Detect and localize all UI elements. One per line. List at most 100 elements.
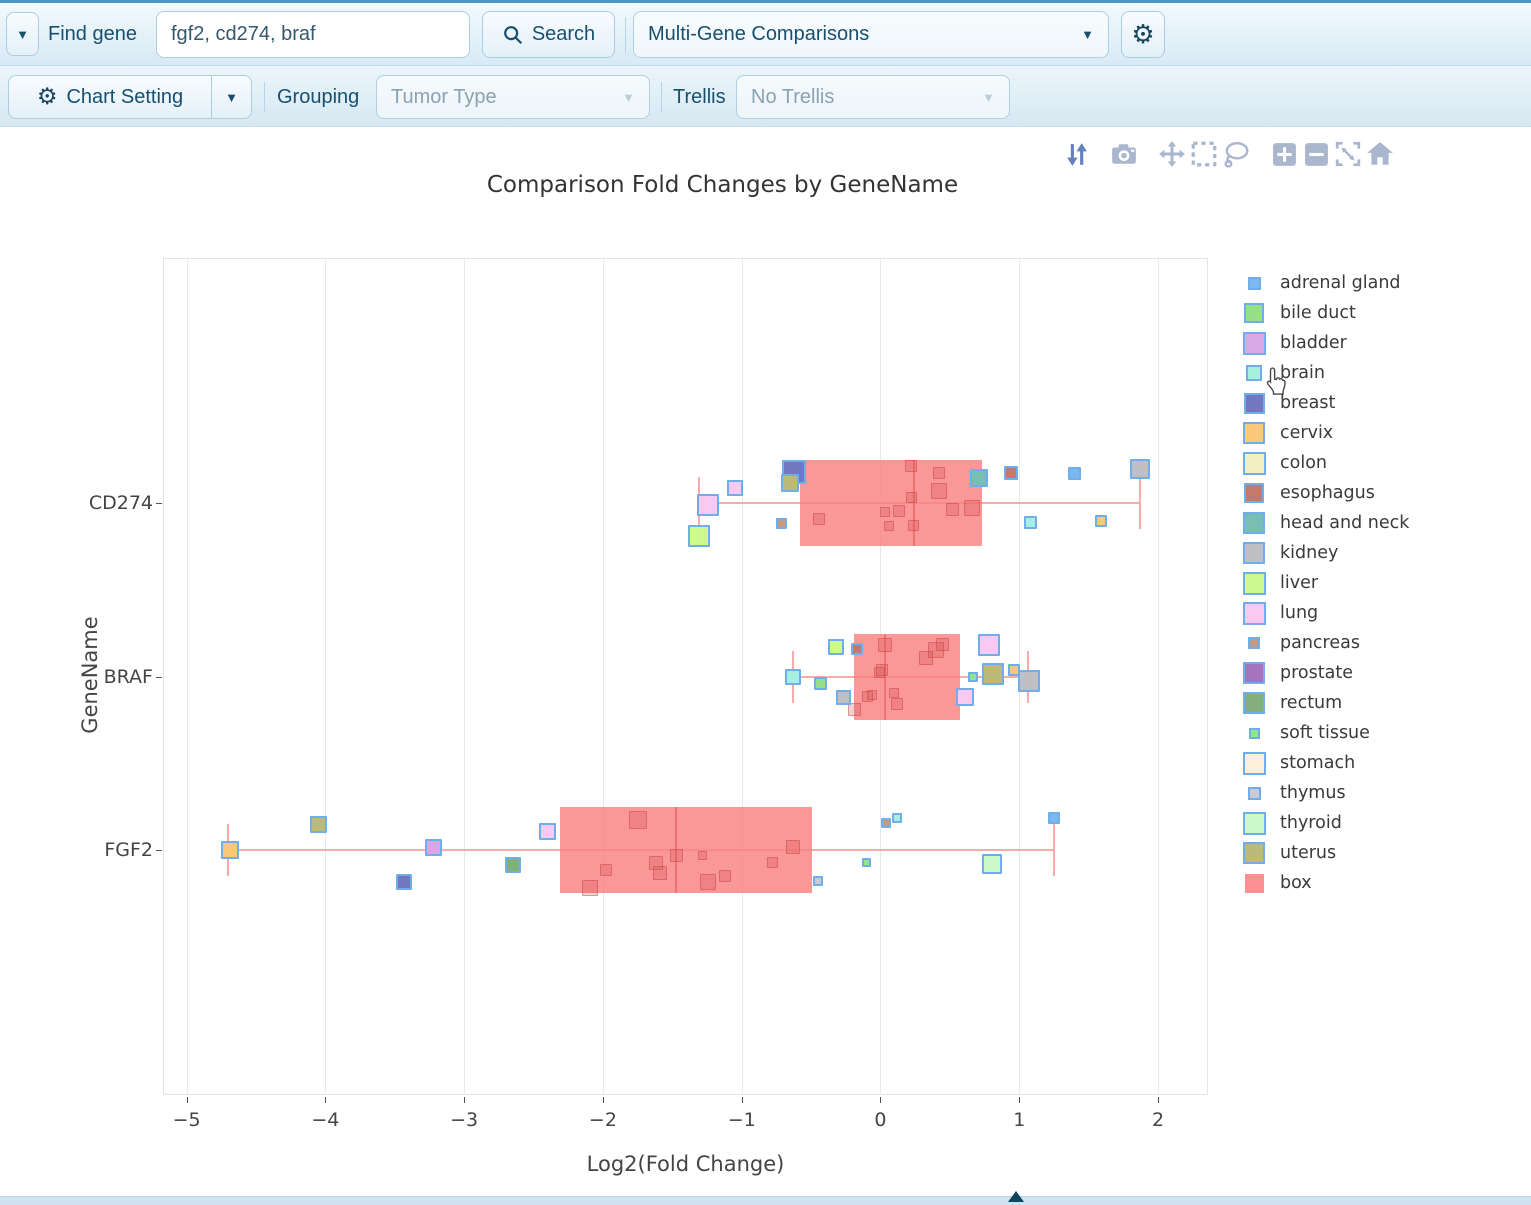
legend-item-bladder[interactable]: bladder — [1237, 328, 1347, 358]
data-point-inside-box[interactable] — [905, 491, 917, 503]
legend-item-soft-tissue[interactable]: soft tissue — [1237, 718, 1370, 748]
data-point-lung[interactable] — [697, 494, 720, 516]
data-point-inside-box[interactable] — [813, 513, 826, 525]
data-point-head-and-neck[interactable] — [970, 469, 989, 487]
data-point-inside-box[interactable] — [932, 467, 945, 479]
data-point-inside-box[interactable] — [892, 505, 905, 517]
legend-item-prostate[interactable]: prostate — [1237, 658, 1353, 688]
data-point-lung[interactable] — [977, 633, 1000, 656]
legend-item-brain[interactable]: brain — [1237, 358, 1325, 388]
data-point-rectum[interactable] — [504, 857, 521, 873]
data-point-inside-box[interactable] — [873, 667, 885, 678]
legend-item-colon[interactable]: colon — [1237, 448, 1327, 478]
data-point-inside-box[interactable] — [930, 483, 947, 499]
data-point-kidney[interactable] — [835, 690, 851, 705]
legend-item-pancreas[interactable]: pancreas — [1237, 628, 1360, 658]
box-CD274[interactable] — [799, 460, 982, 546]
data-point-inside-box[interactable] — [905, 460, 917, 472]
data-point-kidney[interactable] — [1017, 669, 1040, 692]
data-point-inside-box[interactable] — [847, 703, 861, 716]
data-point-uterus[interactable] — [781, 474, 800, 492]
data-point-inside-box[interactable] — [766, 856, 778, 868]
trellis-select[interactable]: No Trellis ▼ — [736, 75, 1010, 119]
settings-gear-button[interactable]: ⚙ — [1121, 11, 1165, 58]
data-point-lung[interactable] — [726, 480, 743, 496]
data-point-cervix[interactable] — [220, 841, 239, 859]
legend-item-head-and-neck[interactable]: head and neck — [1237, 508, 1409, 538]
data-point-soft-tissue[interactable] — [968, 671, 979, 682]
zoom-out-icon[interactable] — [1301, 139, 1331, 169]
search-button[interactable]: Search — [482, 11, 615, 58]
legend-item-thyroid[interactable]: thyroid — [1237, 808, 1342, 838]
bottom-panel-bar[interactable] — [0, 1196, 1531, 1205]
reset-home-icon[interactable] — [1365, 139, 1395, 169]
data-point-inside-box[interactable] — [919, 650, 934, 665]
expand-panel-arrow-icon[interactable] — [1008, 1191, 1024, 1202]
data-point-soft-tissue[interactable] — [862, 857, 872, 867]
data-point-bile-duct[interactable] — [814, 677, 828, 690]
data-point-inside-box[interactable] — [889, 687, 900, 698]
legend-item-uterus[interactable]: uterus — [1237, 838, 1336, 868]
chart-setting-button[interactable]: ⚙ Chart Setting — [8, 75, 212, 119]
data-point-inside-box[interactable] — [908, 519, 920, 531]
data-point-inside-box[interactable] — [652, 866, 667, 880]
legend-item-thymus[interactable]: thymus — [1237, 778, 1346, 808]
data-point-liver[interactable] — [687, 525, 710, 547]
legend-item-stomach[interactable]: stomach — [1237, 748, 1355, 778]
data-point-inside-box[interactable] — [891, 697, 904, 710]
legend-item-bile-duct[interactable]: bile duct — [1237, 298, 1356, 328]
data-point-inside-box[interactable] — [964, 500, 981, 516]
data-point-brain[interactable] — [892, 813, 903, 823]
data-point-lung[interactable] — [956, 687, 975, 706]
box-FGF2[interactable] — [559, 807, 813, 893]
box-BRAF[interactable] — [854, 633, 960, 720]
chart-setting-caret-button[interactable]: ▼ — [211, 75, 252, 119]
data-point-adrenal-gland[interactable] — [1068, 466, 1082, 480]
data-point-inside-box[interactable] — [669, 848, 683, 862]
data-point-thymus[interactable] — [813, 876, 824, 886]
legend-item-liver[interactable]: liver — [1237, 568, 1318, 598]
data-point-inside-box[interactable] — [700, 874, 717, 890]
data-point-inside-box[interactable] — [883, 521, 894, 531]
collapse-caret-button[interactable]: ▼ — [6, 12, 39, 56]
data-point-kidney[interactable] — [1129, 459, 1150, 479]
box-select-icon[interactable] — [1189, 139, 1219, 169]
zoom-in-icon[interactable] — [1269, 139, 1299, 169]
data-point-thyroid[interactable] — [981, 854, 1002, 874]
data-point-inside-box[interactable] — [599, 864, 612, 876]
data-point-cervix[interactable] — [1095, 515, 1108, 527]
data-point-inside-box[interactable] — [875, 663, 888, 676]
data-point-brain[interactable] — [785, 668, 802, 685]
data-point-lung[interactable] — [538, 822, 556, 840]
pan-icon[interactable] — [1157, 139, 1187, 169]
data-point-inside-box[interactable] — [719, 870, 732, 882]
legend-item-kidney[interactable]: kidney — [1237, 538, 1338, 568]
data-point-liver[interactable] — [828, 638, 845, 655]
autoscale-icon[interactable] — [1333, 139, 1363, 169]
legend-item-breast[interactable]: breast — [1237, 388, 1335, 418]
data-point-inside-box[interactable] — [867, 689, 878, 700]
data-point-uterus[interactable] — [981, 662, 1004, 685]
data-point-inside-box[interactable] — [786, 840, 801, 854]
sort-axes-icon[interactable] — [1061, 139, 1091, 169]
data-point-inside-box[interactable] — [698, 850, 708, 860]
camera-snapshot-icon[interactable] — [1109, 139, 1139, 169]
plot-area[interactable] — [163, 258, 1208, 1095]
legend-item-rectum[interactable]: rectum — [1237, 688, 1342, 718]
data-point-pancreas[interactable] — [881, 818, 892, 828]
data-point-uterus[interactable] — [309, 815, 327, 833]
legend-item-cervix[interactable]: cervix — [1237, 418, 1333, 448]
data-point-inside-box[interactable] — [946, 502, 960, 516]
legend-item-box[interactable]: box — [1237, 868, 1312, 898]
legend-item-lung[interactable]: lung — [1237, 598, 1318, 628]
data-point-inside-box[interactable] — [877, 637, 892, 652]
data-point-adrenal-gland[interactable] — [1047, 812, 1060, 824]
data-point-brain[interactable] — [1023, 515, 1037, 529]
data-point-inside-box[interactable] — [648, 856, 663, 870]
data-point-inside-box[interactable] — [628, 811, 647, 829]
data-point-inside-box[interactable] — [879, 507, 890, 517]
lasso-select-icon[interactable] — [1221, 139, 1251, 169]
data-point-breast[interactable] — [396, 874, 413, 890]
analysis-type-select[interactable]: Multi-Gene Comparisons ▼ — [633, 11, 1109, 58]
grouping-select[interactable]: Tumor Type ▼ — [376, 75, 650, 119]
